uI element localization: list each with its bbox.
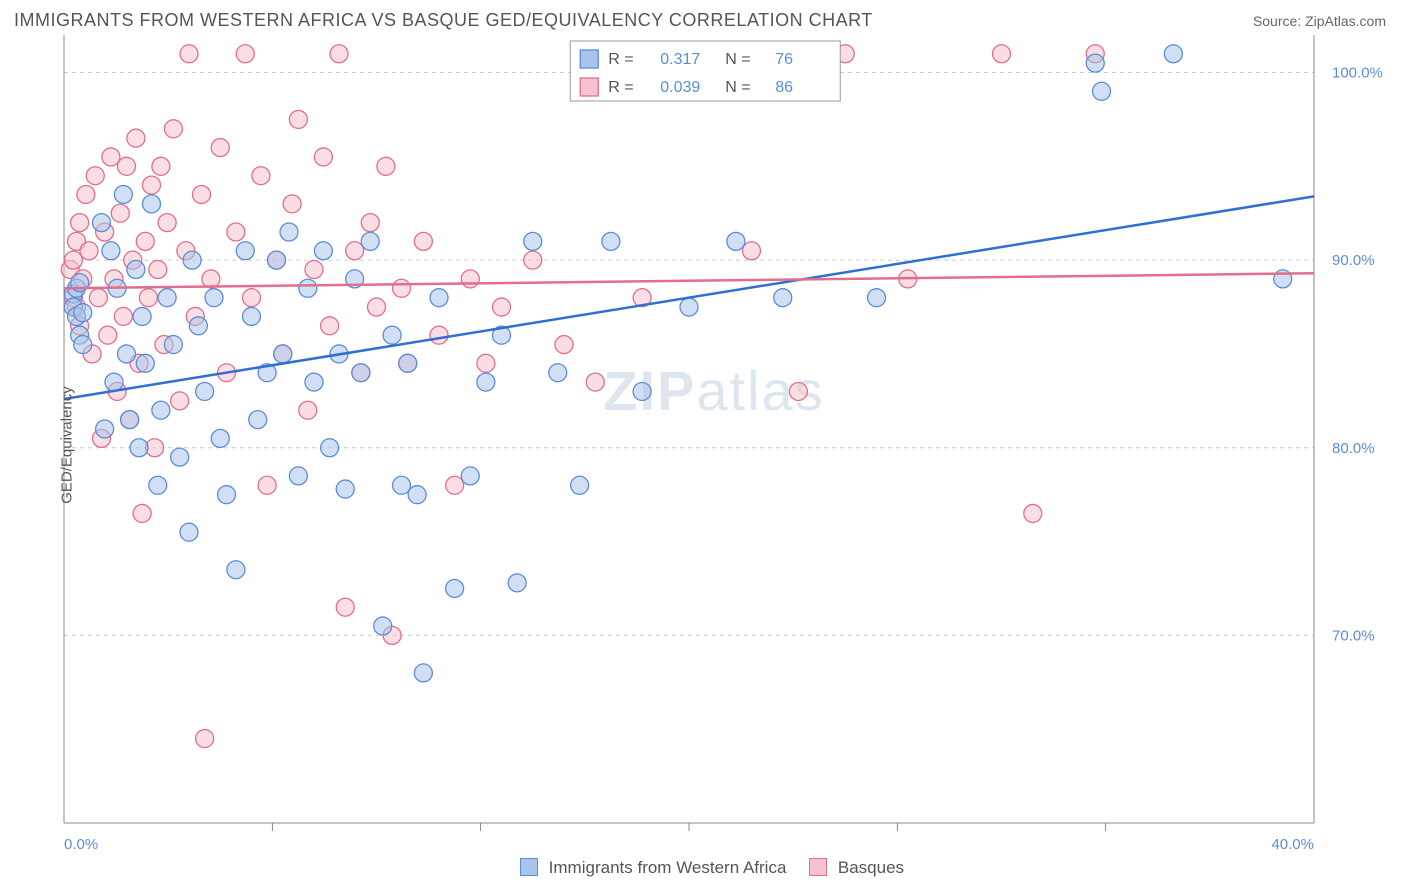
svg-text:70.0%: 70.0%	[1332, 627, 1375, 644]
legend-label-immigrants: Immigrants from Western Africa	[549, 858, 787, 877]
svg-text:76: 76	[775, 51, 793, 68]
svg-text:0.0%: 0.0%	[64, 836, 98, 853]
svg-text:100.0%: 100.0%	[1332, 65, 1383, 82]
legend-swatch-immigrants	[520, 858, 538, 876]
bottom-legend: Immigrants from Western Africa Basques	[0, 858, 1406, 878]
legend-label-basques: Basques	[838, 858, 904, 877]
chart-area: GED/Equivalency 70.0%80.0%90.0%100.0%0.0…	[14, 35, 1392, 855]
svg-text:40.0%: 40.0%	[1271, 836, 1314, 853]
svg-text:N =: N =	[725, 51, 750, 68]
svg-text:N =: N =	[725, 79, 750, 96]
svg-text:86: 86	[775, 79, 793, 96]
svg-text:90.0%: 90.0%	[1332, 252, 1375, 269]
svg-text:R =: R =	[608, 79, 633, 96]
svg-text:0.317: 0.317	[660, 51, 700, 68]
source-label: Source: ZipAtlas.com	[1253, 13, 1386, 29]
svg-text:R =: R =	[608, 51, 633, 68]
svg-text:0.039: 0.039	[660, 79, 700, 96]
chart-title: IMMIGRANTS FROM WESTERN AFRICA VS BASQUE…	[14, 10, 873, 31]
legend-swatch-basques	[809, 858, 827, 876]
svg-text:80.0%: 80.0%	[1332, 440, 1375, 457]
y-axis-label: GED/Equivalency	[58, 386, 75, 504]
scatter-chart: 70.0%80.0%90.0%100.0%0.0%40.0%ZIPatlasR …	[14, 35, 1392, 855]
